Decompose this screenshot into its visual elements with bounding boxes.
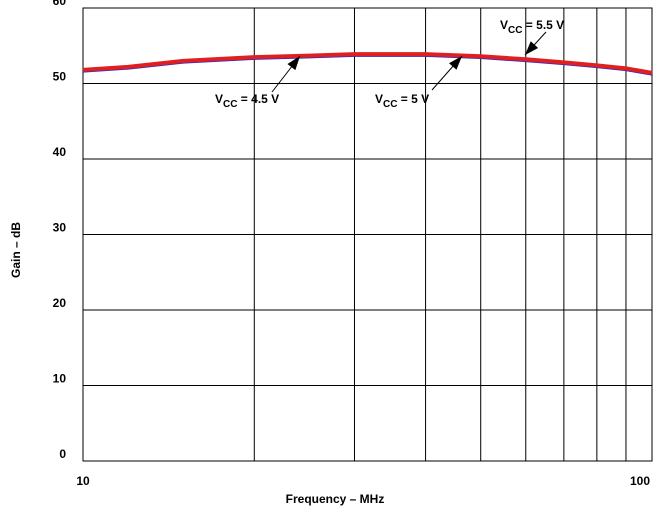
- annotation-main: V: [500, 18, 508, 32]
- annotation-sub: CC: [383, 99, 397, 110]
- y-tick-label: 50: [53, 70, 67, 84]
- annotation-rest: = 5 V: [397, 92, 429, 106]
- y-tick-label: 0: [59, 447, 66, 461]
- y-tick-label: 10: [53, 372, 67, 386]
- y-tick-label: 40: [53, 145, 67, 159]
- annotation-sub: CC: [223, 99, 237, 110]
- arrow-head: [525, 41, 539, 55]
- annotation: VCC = 5.5 V: [500, 18, 564, 56]
- y-tick-label: 60: [53, 0, 67, 8]
- y-tick-label: 30: [53, 221, 67, 235]
- annotation-label: VCC = 5 V: [375, 92, 429, 109]
- annotation-label: VCC = 4.5 V: [215, 92, 279, 109]
- y-tick-label: 20: [53, 296, 67, 310]
- arrow-head: [287, 56, 300, 71]
- annotation-main: V: [375, 92, 383, 106]
- y-axis-title: Gain – dB: [9, 222, 23, 278]
- annotation-sub: CC: [508, 25, 522, 36]
- arrow-head: [448, 56, 462, 70]
- series-line: [82, 52, 653, 75]
- annotation-rest: = 5.5 V: [522, 18, 564, 32]
- annotation: VCC = 4.5 V: [215, 55, 301, 110]
- annotation-rest: = 4.5 V: [237, 92, 279, 106]
- series-line: [82, 54, 653, 76]
- annotation-label: VCC = 5.5 V: [500, 18, 564, 35]
- x-tick-label: 10: [76, 474, 90, 488]
- x-tick-label: 100: [630, 474, 650, 488]
- annotation-main: V: [215, 92, 223, 106]
- x-axis-title: Frequency – MHz: [286, 492, 385, 506]
- annotation: VCC = 5 V: [375, 55, 463, 110]
